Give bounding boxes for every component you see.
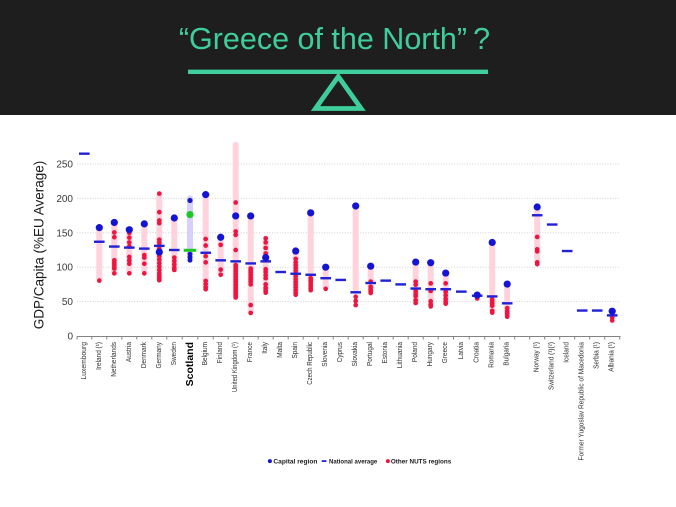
svg-text:Spain: Spain bbox=[292, 342, 299, 359]
svg-text:Portugal: Portugal bbox=[367, 342, 374, 366]
svg-text:Former Yugoslav Republic of Ma: Former Yugoslav Republic of Macedonia bbox=[579, 342, 586, 461]
svg-text:Cyprus: Cyprus bbox=[337, 342, 344, 363]
svg-text:Slovenia: Slovenia bbox=[322, 342, 329, 367]
svg-text:Italy: Italy bbox=[262, 342, 269, 354]
svg-text:Norway (¹): Norway (¹) bbox=[534, 342, 541, 372]
svg-text:Ireland (¹): Ireland (¹) bbox=[96, 342, 103, 370]
svg-text:France: France bbox=[247, 342, 254, 362]
svg-text:Finland: Finland bbox=[217, 342, 224, 363]
svg-text:Czech Republic: Czech Republic bbox=[307, 342, 314, 385]
svg-text:50: 50 bbox=[62, 297, 74, 308]
svg-text:Bulgaria: Bulgaria bbox=[504, 342, 511, 366]
svg-text:Malta: Malta bbox=[277, 342, 284, 358]
svg-text:Estonia: Estonia bbox=[382, 342, 389, 363]
svg-text:Poland: Poland bbox=[412, 342, 419, 362]
svg-text:Romania: Romania bbox=[489, 342, 496, 368]
svg-text:Lithuania: Lithuania bbox=[397, 342, 404, 368]
svg-text:Germany: Germany bbox=[156, 342, 163, 369]
svg-text:GDP/Capita (%EU Average): GDP/Capita (%EU Average) bbox=[32, 161, 47, 330]
svg-text:Netherlands: Netherlands bbox=[111, 342, 118, 377]
svg-text:Scotland: Scotland bbox=[184, 342, 196, 386]
svg-text:United Kingdom (¹): United Kingdom (¹) bbox=[232, 342, 239, 392]
svg-text:Hungary: Hungary bbox=[427, 342, 434, 367]
svg-text:Iceland: Iceland bbox=[564, 342, 571, 363]
svg-text:National average: National average bbox=[329, 459, 378, 466]
svg-text:Capital region: Capital region bbox=[273, 459, 317, 466]
svg-text:Belgium: Belgium bbox=[202, 342, 209, 365]
svg-text:0: 0 bbox=[67, 332, 73, 343]
svg-text:Slovakia: Slovakia bbox=[352, 342, 359, 366]
svg-text:Serbia (¹): Serbia (¹) bbox=[594, 342, 601, 369]
svg-text:Luxembourg: Luxembourg bbox=[81, 342, 88, 380]
svg-text:200: 200 bbox=[56, 194, 73, 205]
svg-text:150: 150 bbox=[56, 228, 73, 239]
svg-text:Sweden: Sweden bbox=[171, 342, 178, 365]
svg-text:Switzerland (¹)(²): Switzerland (¹)(²) bbox=[549, 342, 556, 390]
svg-text:Denmark: Denmark bbox=[141, 342, 148, 369]
svg-text:Other NUTS regions: Other NUTS regions bbox=[391, 459, 452, 466]
svg-text:Greece: Greece bbox=[442, 342, 449, 363]
svg-text:250: 250 bbox=[56, 160, 73, 171]
svg-text:Latvia: Latvia bbox=[458, 342, 465, 359]
svg-text:Austria: Austria bbox=[126, 342, 133, 362]
svg-text:Albania (¹): Albania (¹) bbox=[609, 342, 616, 372]
svg-text:100: 100 bbox=[56, 263, 73, 274]
svg-text:Croatia: Croatia bbox=[474, 342, 481, 363]
